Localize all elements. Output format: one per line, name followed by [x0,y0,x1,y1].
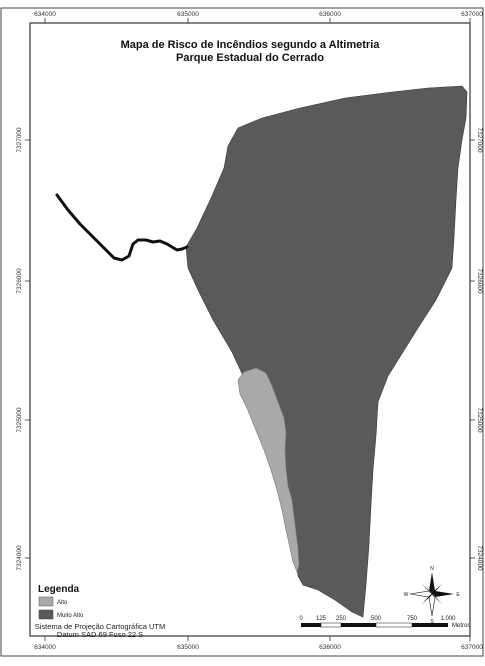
scale-label-250: 250 [336,616,347,622]
scale-label-500: 500 [371,616,382,622]
x-tick-top-2: 635000 [177,11,199,18]
compass-s: S [430,619,434,625]
y-tick-right-2: 7326000 [476,268,483,294]
scale-unit: Metros [452,623,470,629]
y-tick-right-4: 7324000 [476,545,483,571]
legend-title: Legenda [38,584,80,595]
compass-rose-icon: N S E W [404,566,461,625]
compass-n: N [430,566,434,572]
compass-w: W [404,592,409,598]
outer-frame [0,7,484,657]
y-tick-right-3: 7325000 [476,407,483,433]
scale-label-1000: 1.000 [440,616,456,622]
x-tick-bottom-3: 636000 [319,644,341,651]
compass-e: E [456,592,460,598]
legend-label-alto: Alto [57,600,68,606]
y-tick-left-3: 7325000 [16,407,23,433]
bottom-ticks [44,636,471,641]
side-ticks [25,139,475,559]
alto-zone [237,367,300,573]
legend-swatch-alto [38,596,54,607]
projection-line1: Sistema de Projeção Cartográfica UTM [35,622,165,631]
x-tick-top-3: 636000 [319,11,341,18]
scale-label-750: 750 [407,616,418,622]
legend-label-muito-alto: Muito Alto [57,613,84,619]
scale-bar: 0 125 250 500 750 1.000 Metros [299,616,470,629]
legend-swatch-muito-alto [38,609,54,620]
x-tick-bottom-1: 634000 [34,644,56,651]
scale-label-0: 0 [299,616,303,622]
top-ticks [44,18,471,23]
y-tick-left-1: 7327000 [16,127,23,153]
x-tick-bottom-2: 635000 [177,644,199,651]
scale-label-125: 125 [316,616,327,622]
y-tick-left-4: 7324000 [16,545,23,571]
map-title-line2: Parque Estadual do Cerrado [176,52,324,64]
x-tick-bottom-4: 637000 [461,644,483,651]
projection-line2: Datum SAD 69 Fuso 22 S [57,630,143,639]
y-tick-left-2: 7326000 [16,268,23,294]
road-line [55,193,189,262]
x-tick-top-1: 634000 [34,11,56,18]
map-title-line1: Mapa de Risco de Incêndios segundo a Alt… [121,39,381,51]
y-tick-right-1: 7327000 [476,127,483,153]
x-tick-top-4: 637000 [461,11,483,18]
